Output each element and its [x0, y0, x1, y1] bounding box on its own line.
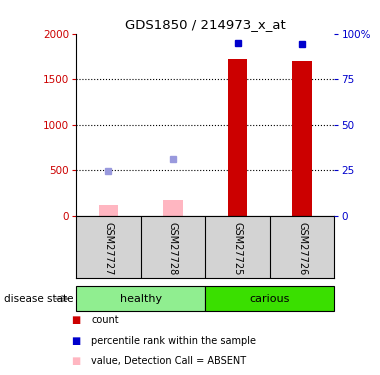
Text: carious: carious [250, 294, 290, 304]
Text: ■: ■ [71, 336, 81, 346]
Bar [228, 59, 247, 216]
Text: GSM27726: GSM27726 [297, 222, 307, 275]
Bar [292, 61, 312, 216]
Title: GDS1850 / 214973_x_at: GDS1850 / 214973_x_at [125, 18, 286, 31]
Bar [99, 205, 118, 216]
Bar [163, 200, 182, 216]
Text: GSM27727: GSM27727 [103, 222, 113, 276]
Text: value, Detection Call = ABSENT: value, Detection Call = ABSENT [91, 357, 246, 366]
Text: ■: ■ [71, 357, 81, 366]
Text: healthy: healthy [120, 294, 162, 304]
Text: percentile rank within the sample: percentile rank within the sample [91, 336, 256, 346]
Text: count: count [91, 315, 119, 325]
Text: GSM27725: GSM27725 [233, 222, 242, 276]
Text: disease state: disease state [4, 294, 73, 304]
Text: ■: ■ [71, 315, 81, 325]
Text: GSM27728: GSM27728 [168, 222, 178, 275]
